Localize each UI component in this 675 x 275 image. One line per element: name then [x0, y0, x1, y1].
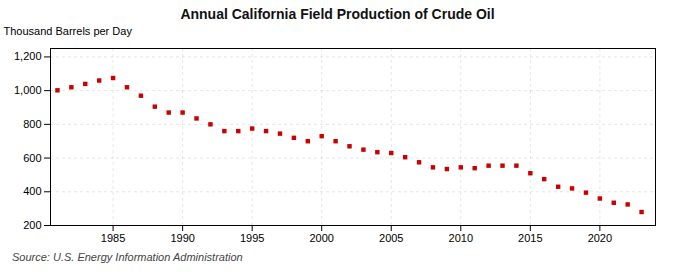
svg-text:2015: 2015: [518, 232, 542, 244]
svg-text:1,200: 1,200: [14, 50, 42, 62]
html-text:Annual California Field Produc: Annual California Field Production of Cr…: [180, 6, 495, 22]
svg-text:1985: 1985: [101, 232, 125, 244]
svg-text:2020: 2020: [588, 232, 612, 244]
svg-text:200: 200: [23, 219, 41, 231]
svg-text:1995: 1995: [240, 232, 264, 244]
svg-text:600: 600: [23, 152, 41, 164]
html-text:Source: U.S. Energy Informatio: Source: U.S. Energy Information Administ…: [12, 251, 243, 263]
svg-text:2010: 2010: [449, 232, 473, 244]
svg-text:2005: 2005: [379, 232, 403, 244]
svg-text:400: 400: [23, 185, 41, 197]
svg-text:1,000: 1,000: [14, 84, 42, 96]
svg-text:Thousand Barrels per Day: Thousand Barrels per Day: [4, 25, 133, 37]
svg-text:1990: 1990: [170, 232, 194, 244]
svg-text:800: 800: [23, 118, 41, 130]
svg-text:2000: 2000: [309, 232, 333, 244]
